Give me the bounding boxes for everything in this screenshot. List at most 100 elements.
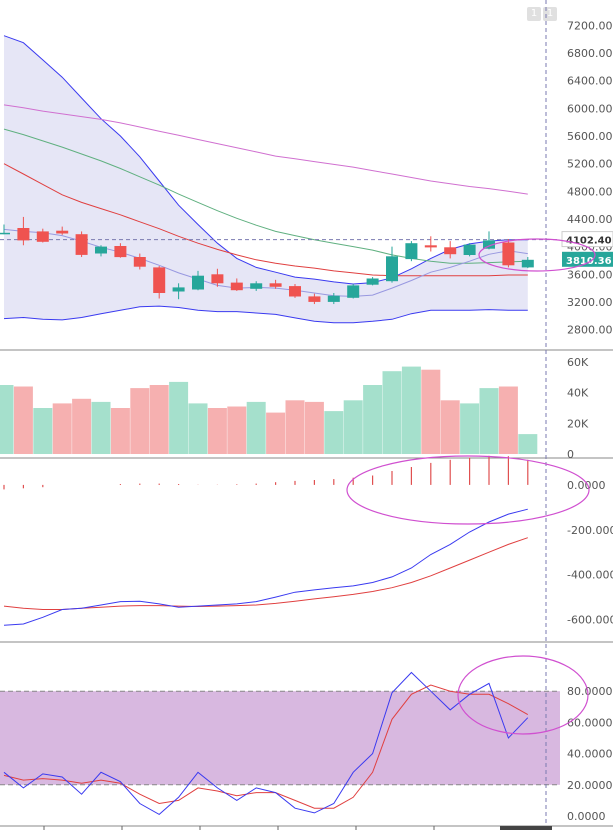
price-tick-label: 6400.00 bbox=[567, 75, 613, 88]
candle-body bbox=[56, 230, 69, 234]
kdj-tick-label: 20.0000 bbox=[567, 779, 613, 792]
volume-tick-label: 40K bbox=[567, 387, 589, 400]
candle-body bbox=[211, 274, 224, 284]
volume-bar bbox=[324, 411, 344, 454]
candle-body bbox=[405, 243, 418, 260]
volume-bar bbox=[246, 401, 266, 454]
kdj-tick-label: 40.0000 bbox=[567, 748, 613, 761]
candle-body bbox=[250, 283, 263, 289]
candle-body bbox=[386, 256, 398, 282]
macd-tick-label: -400.0000 bbox=[567, 569, 613, 582]
volume-tick-label: 20K bbox=[567, 417, 589, 430]
volume-bar bbox=[52, 403, 72, 454]
volume-bar bbox=[169, 381, 189, 454]
volume-bar bbox=[227, 406, 247, 454]
last-price-tag: 4102.40 bbox=[566, 236, 612, 247]
kdj-tick-label: 80.0000 bbox=[567, 685, 613, 698]
toolbar-button-1[interactable]: 1 bbox=[527, 7, 541, 21]
volume-bar bbox=[440, 400, 460, 454]
volume-tick-label: 60K bbox=[567, 356, 589, 369]
volume-bar bbox=[460, 403, 480, 454]
candle-body bbox=[153, 267, 166, 293]
crosshair-x-tag bbox=[500, 826, 552, 830]
volume-bar bbox=[421, 369, 441, 454]
price-tick-label: 7200.00 bbox=[567, 19, 613, 32]
candle-body bbox=[95, 246, 107, 254]
volume-bar bbox=[518, 434, 538, 454]
volume-bar bbox=[498, 386, 518, 454]
candle-body bbox=[483, 240, 495, 249]
ma-mid-line bbox=[3, 128, 528, 264]
candle-body bbox=[308, 296, 321, 302]
volume-tick-label: 0 bbox=[567, 448, 574, 461]
volume-bar bbox=[72, 398, 92, 454]
kdj-tick-label: 60.0000 bbox=[567, 716, 613, 729]
volume-bar bbox=[363, 385, 383, 454]
candle-body bbox=[75, 234, 88, 255]
bollinger-upper-line bbox=[3, 35, 528, 285]
macd-tick-label: -600.0000 bbox=[567, 614, 613, 627]
volume-bar bbox=[382, 371, 402, 454]
price-tick-label: 5600.00 bbox=[567, 130, 613, 143]
volume-bar bbox=[285, 400, 305, 454]
candle-body bbox=[424, 245, 437, 248]
volume-bar bbox=[130, 388, 150, 454]
annotation-ellipse-kdj bbox=[457, 655, 589, 735]
kdj-k-line bbox=[3, 671, 529, 816]
volume-bar bbox=[0, 385, 14, 454]
candle-body bbox=[172, 287, 185, 292]
candle-body bbox=[327, 295, 340, 302]
candle-body bbox=[463, 244, 476, 255]
kdj-band-fill bbox=[0, 691, 560, 785]
macd-signal-line bbox=[3, 537, 528, 610]
candle-body bbox=[289, 286, 301, 297]
candle-body bbox=[17, 228, 30, 241]
candle-body bbox=[36, 231, 49, 242]
ma-lilac-line bbox=[3, 228, 528, 297]
bollinger-lower-line bbox=[3, 305, 528, 324]
macd-line bbox=[3, 508, 528, 626]
candle-body bbox=[0, 232, 10, 235]
ma-long-line bbox=[3, 104, 528, 195]
volume-bar bbox=[401, 366, 421, 454]
volume-bar bbox=[33, 408, 53, 454]
candle-body bbox=[230, 282, 243, 291]
price-tick-label: 3200.00 bbox=[567, 296, 613, 309]
current-price-tag-bg bbox=[562, 251, 613, 267]
annotation-ellipse-price bbox=[478, 238, 596, 272]
candle-body bbox=[192, 275, 204, 290]
candle-body bbox=[521, 259, 534, 268]
volume-bar bbox=[266, 412, 286, 454]
annotation-ellipse-macd bbox=[346, 455, 590, 525]
volume-bar bbox=[91, 401, 111, 454]
candle-body bbox=[347, 285, 360, 298]
candle-body bbox=[133, 257, 146, 267]
candle-body bbox=[502, 242, 515, 266]
volume-bar bbox=[304, 401, 324, 454]
current-price-tag: 3810.36 bbox=[566, 256, 612, 267]
volume-bar bbox=[188, 403, 208, 454]
volume-bar bbox=[13, 386, 33, 454]
candle-body bbox=[366, 278, 379, 285]
price-tick-label: 5200.00 bbox=[567, 158, 613, 171]
macd-tick-label: 0.0000 bbox=[567, 479, 606, 492]
volume-bar bbox=[207, 408, 227, 454]
volume-bar bbox=[149, 385, 169, 454]
price-tick-label: 4800.00 bbox=[567, 185, 613, 198]
kdj-tick-label: 0.0000 bbox=[567, 810, 606, 823]
kdj-d-line bbox=[3, 684, 529, 809]
price-tick-label: 6000.00 bbox=[567, 102, 613, 115]
price-tick-label: 4400.00 bbox=[567, 213, 613, 226]
volume-bar bbox=[110, 408, 130, 454]
price-tick-label: 3600.00 bbox=[567, 268, 613, 281]
macd-tick-label: -200.0000 bbox=[567, 524, 613, 537]
price-tick-label: 2800.00 bbox=[567, 324, 613, 337]
price-tick-label: 6800.00 bbox=[567, 47, 613, 60]
volume-bar bbox=[479, 388, 499, 454]
ma-fast-line bbox=[3, 163, 528, 277]
candle-body bbox=[114, 246, 127, 258]
candle-body bbox=[269, 283, 282, 287]
bollinger-band-fill bbox=[4, 35, 528, 323]
candle-body bbox=[444, 247, 457, 255]
